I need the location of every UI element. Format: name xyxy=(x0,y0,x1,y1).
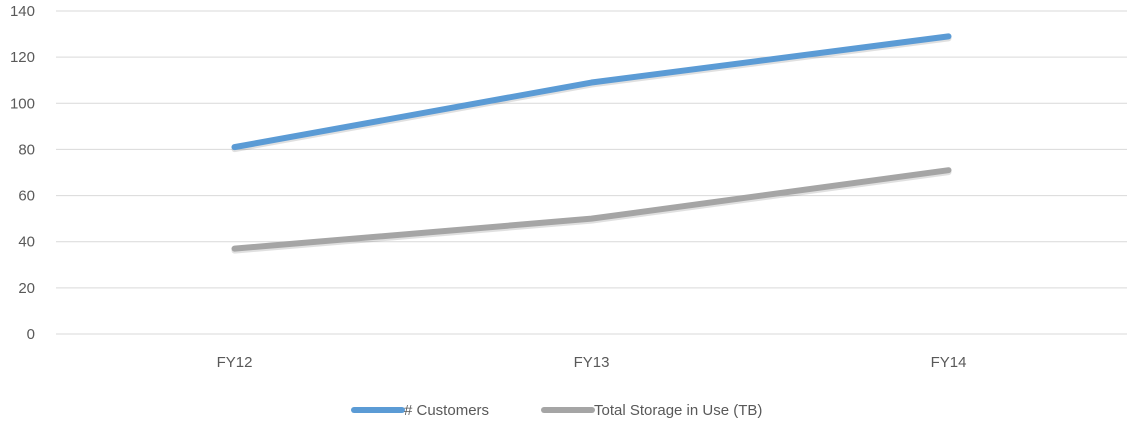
x-tick-label: FY13 xyxy=(574,354,610,371)
x-axis: FY12 FY13 FY14 xyxy=(217,354,967,371)
series-lines xyxy=(231,33,952,254)
y-tick-label: 140 xyxy=(10,3,35,20)
legend-label: # Customers xyxy=(404,402,489,419)
x-tick-label: FY14 xyxy=(931,354,967,371)
y-tick-label: 120 xyxy=(10,49,35,66)
y-tick-label: 80 xyxy=(18,141,35,158)
series-line xyxy=(231,167,952,252)
series-line xyxy=(231,33,952,151)
legend-item: # Customers xyxy=(351,402,489,419)
x-tick-label: FY12 xyxy=(217,354,253,371)
y-tick-label: 60 xyxy=(18,188,35,205)
y-axis: 0 20 40 60 80 100 120 140 xyxy=(10,3,35,343)
y-tick-label: 20 xyxy=(18,280,35,297)
series-0 xyxy=(231,33,952,153)
gridlines xyxy=(56,10,1127,335)
series-line-shadow xyxy=(231,35,952,153)
legend-label: Total Storage in Use (TB) xyxy=(594,402,762,419)
y-tick-label: 0 xyxy=(27,326,35,343)
legend-item: Total Storage in Use (TB) xyxy=(541,402,762,419)
y-tick-label: 100 xyxy=(10,95,35,112)
y-tick-label: 40 xyxy=(18,234,35,251)
series-1 xyxy=(231,167,952,254)
legend: # Customers Total Storage in Use (TB) xyxy=(351,402,762,419)
